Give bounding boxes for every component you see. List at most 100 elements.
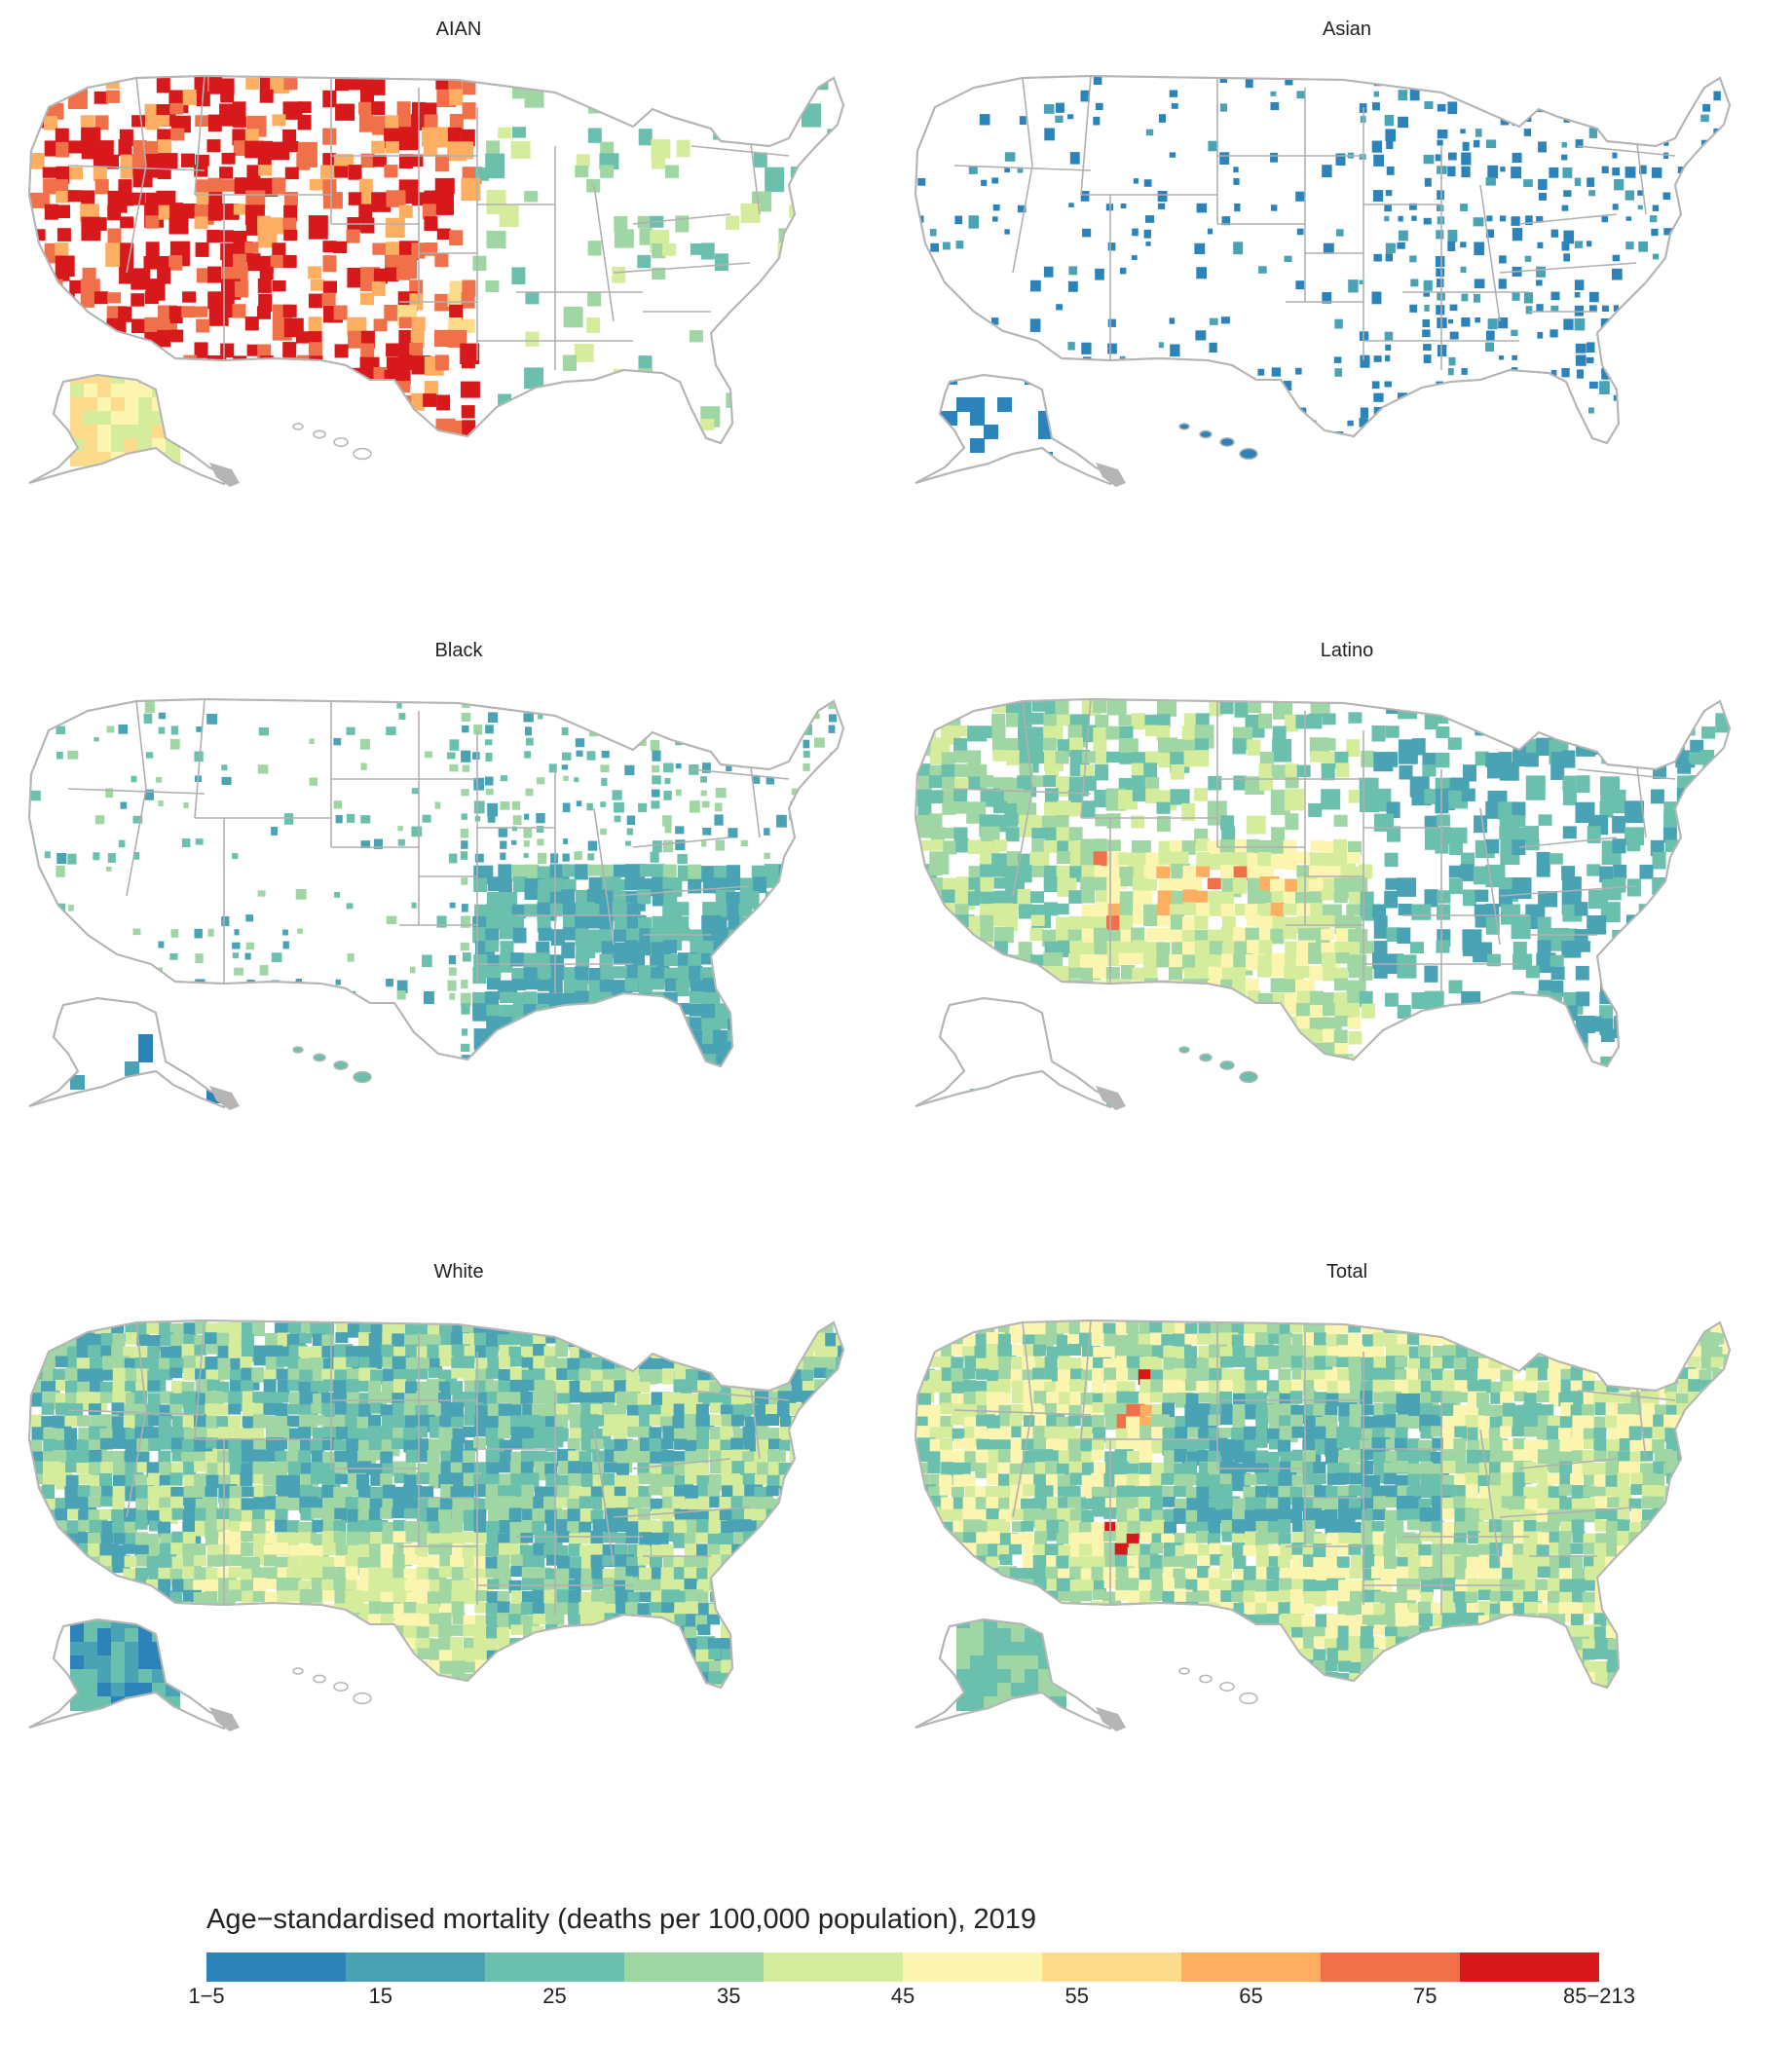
county-patch xyxy=(915,1029,930,1044)
county-patch xyxy=(145,242,160,258)
county-patch xyxy=(1233,1041,1253,1059)
county-patch xyxy=(625,1531,639,1543)
county-patch xyxy=(790,1346,803,1357)
county-patch xyxy=(169,102,184,115)
county-patch xyxy=(286,1415,300,1428)
county-patch xyxy=(206,1379,220,1392)
county-patch xyxy=(309,178,323,191)
county-patch xyxy=(220,230,235,242)
county-patch xyxy=(1474,407,1480,414)
county-patch xyxy=(1624,1069,1638,1084)
county-patch xyxy=(297,354,312,370)
county-patch xyxy=(54,1568,66,1580)
county-patch xyxy=(157,256,171,269)
county-patch xyxy=(1550,291,1560,301)
county-patch xyxy=(1587,915,1607,935)
county-patch xyxy=(263,1379,277,1394)
county-patch xyxy=(764,828,770,836)
county-patch xyxy=(169,953,178,960)
county-patch xyxy=(358,1320,372,1334)
county-patch xyxy=(590,1554,604,1569)
county-patch xyxy=(1067,280,1078,292)
county-patch xyxy=(825,1499,839,1513)
county-patch xyxy=(700,790,707,797)
county-patch xyxy=(335,1473,349,1485)
county-patch xyxy=(801,1463,820,1482)
county-patch xyxy=(194,1344,207,1356)
county-patch xyxy=(1612,877,1626,893)
county-patch xyxy=(726,992,740,1006)
county-patch xyxy=(1360,354,1370,368)
county-patch xyxy=(1308,1055,1323,1066)
county-patch xyxy=(43,1543,62,1566)
county-patch xyxy=(1411,992,1426,1009)
county-patch xyxy=(1538,891,1558,908)
county-patch xyxy=(1713,1004,1728,1022)
county-patch xyxy=(824,1543,838,1559)
county-patch xyxy=(702,941,717,953)
county-patch xyxy=(65,1591,79,1606)
county-patch xyxy=(1675,407,1685,418)
county-patch xyxy=(728,1018,741,1031)
county-patch xyxy=(625,420,639,436)
county-patch xyxy=(715,839,725,851)
county-patch xyxy=(1260,1041,1274,1060)
county-patch xyxy=(753,700,760,708)
county-patch xyxy=(347,1392,360,1405)
county-patch xyxy=(537,838,544,846)
county-patch xyxy=(1106,1041,1127,1060)
county-patch xyxy=(259,355,274,368)
county-patch xyxy=(463,1333,475,1348)
county-patch xyxy=(1663,304,1670,313)
county-patch xyxy=(523,853,529,858)
county-patch xyxy=(562,864,577,877)
county-patch xyxy=(579,1532,593,1544)
county-patch xyxy=(296,1005,304,1013)
county-patch xyxy=(1029,318,1041,332)
county-patch xyxy=(814,1437,827,1453)
county-patch xyxy=(942,800,956,815)
county-patch xyxy=(487,802,498,817)
county-patch xyxy=(1270,1018,1285,1032)
county-patch xyxy=(1385,877,1400,890)
county-patch xyxy=(685,1427,698,1442)
county-patch xyxy=(1065,384,1080,398)
county-patch xyxy=(1561,154,1568,161)
county-patch xyxy=(234,177,248,195)
county-patch xyxy=(525,864,540,881)
county-patch xyxy=(322,1357,336,1371)
county-patch xyxy=(561,1018,576,1034)
county-patch xyxy=(233,355,247,368)
county-patch xyxy=(275,1403,288,1419)
county-patch xyxy=(510,1590,524,1605)
county-patch xyxy=(714,253,728,272)
county-patch xyxy=(1663,813,1678,828)
county-patch xyxy=(345,1566,358,1581)
county-patch xyxy=(1194,915,1209,930)
county-patch xyxy=(575,966,588,985)
county-patch xyxy=(624,940,639,955)
county-patch xyxy=(131,192,146,205)
county-patch xyxy=(1234,1029,1254,1055)
county-patch xyxy=(1207,228,1213,235)
county-patch xyxy=(767,1320,781,1338)
county-patch xyxy=(1208,1018,1227,1035)
county-patch xyxy=(1587,177,1595,187)
county-patch xyxy=(498,127,512,139)
county-patch xyxy=(1119,914,1134,931)
county-patch xyxy=(562,752,572,761)
state-border xyxy=(194,699,205,819)
county-patch xyxy=(322,368,337,383)
county-patch xyxy=(661,1368,675,1385)
county-patch xyxy=(322,1615,336,1630)
county-patch xyxy=(1424,789,1438,804)
county-patch xyxy=(1700,152,1709,161)
county-patch xyxy=(663,700,675,713)
county-patch xyxy=(347,1462,360,1477)
county-patch xyxy=(398,316,413,328)
county-patch xyxy=(524,191,539,203)
county-patch xyxy=(44,1603,56,1617)
county-patch xyxy=(69,167,83,180)
county-patch xyxy=(1385,344,1392,351)
county-patch xyxy=(828,1056,842,1066)
